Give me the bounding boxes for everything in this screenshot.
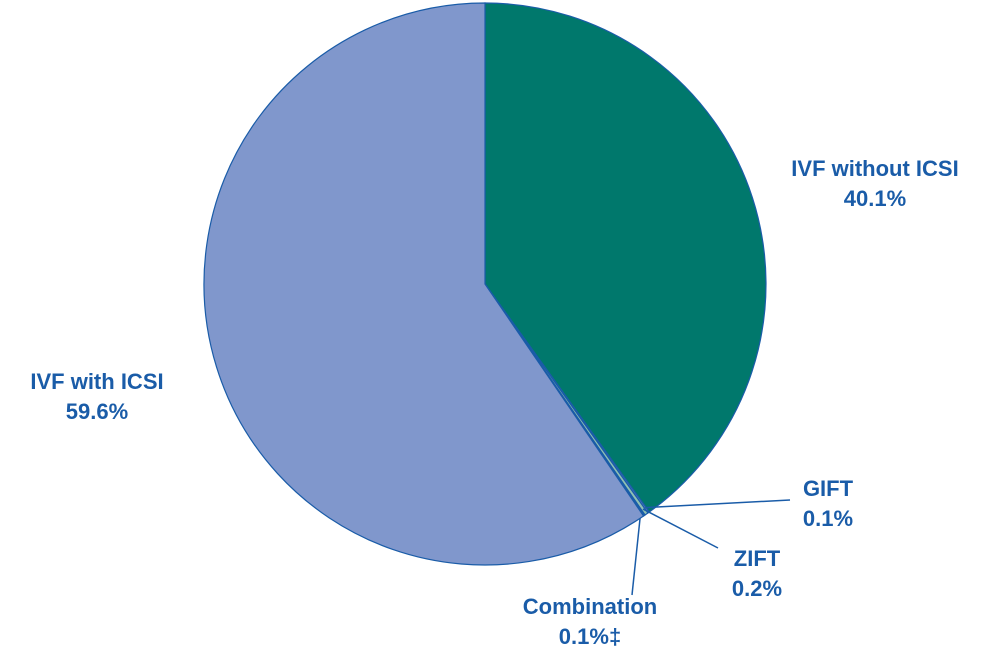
pie-slice [484,2,767,513]
slice-label: IVF with ICSI [30,369,163,394]
slice-label: IVF without ICSI [791,156,958,181]
leader-line [642,508,719,549]
slice-label: GIFT [803,476,854,501]
leader-line [631,510,642,596]
slice-value-label: 40.1% [844,186,906,211]
slice-value-label: 0.1%‡ [559,624,621,649]
slice-label: ZIFT [734,546,781,571]
slice-value-label: 0.1% [803,506,853,531]
leader-line [645,499,791,509]
pie-slice [203,2,645,566]
slice-value-label: 0.2% [732,576,782,601]
slice-value-label: 59.6% [66,399,128,424]
slice-label: Combination [523,594,657,619]
